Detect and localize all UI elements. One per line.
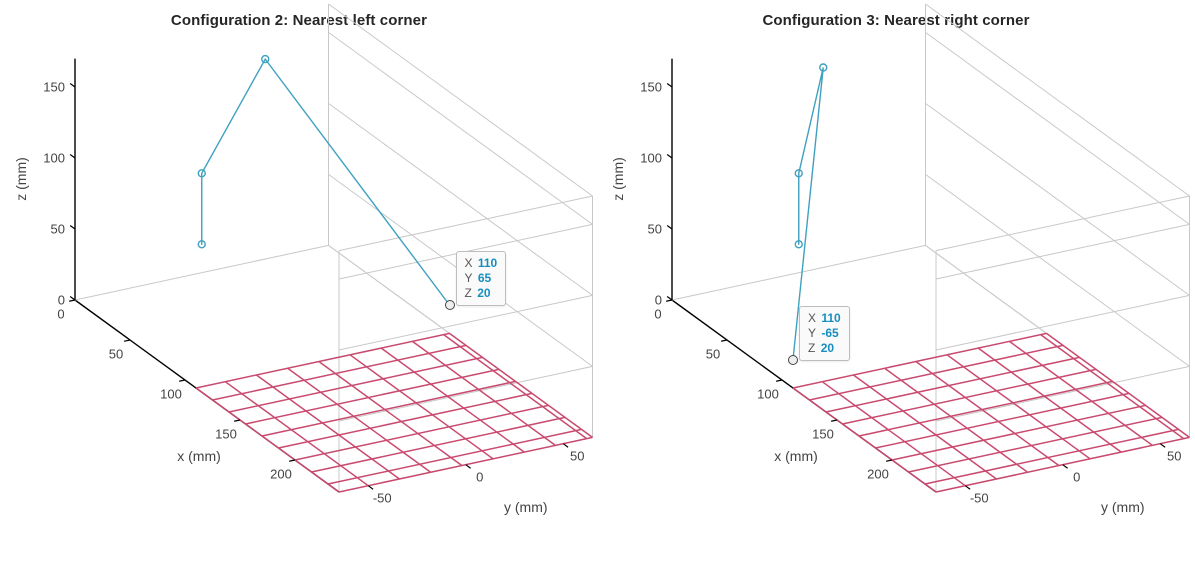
- datatip-marker-right: [788, 355, 798, 365]
- datatip-x: 110: [478, 256, 497, 270]
- axis-label: y (mm): [504, 499, 548, 515]
- tick-label: 0: [476, 469, 483, 484]
- z-axis-label: z (mm): [610, 158, 626, 202]
- tick-label: 0: [57, 307, 64, 322]
- datatip-marker-left: [445, 300, 455, 310]
- tick-label: 0: [655, 293, 662, 308]
- tick-label: 100: [43, 151, 65, 166]
- axes3d-left: [0, 0, 598, 562]
- axis-label: y (mm): [1101, 499, 1145, 515]
- tick-label: 0: [654, 307, 661, 322]
- tick-label: 150: [43, 80, 65, 95]
- tick-label: 0: [1073, 469, 1080, 484]
- datatip-x: 110: [821, 311, 840, 325]
- tick-label: 50: [570, 448, 584, 463]
- figure-canvas: Configuration 2: Nearest left corner 050…: [0, 0, 1195, 562]
- tick-label: 50: [1167, 448, 1181, 463]
- tick-label: 0: [58, 293, 65, 308]
- subplot-right: Configuration 3: Nearest right corner 05…: [597, 0, 1195, 562]
- tick-label: 150: [812, 427, 834, 442]
- subplot-left: Configuration 2: Nearest left corner 050…: [0, 0, 598, 562]
- datatip-y: 65: [478, 271, 491, 285]
- datatip-y: -65: [821, 326, 838, 340]
- datatip-right[interactable]: X 110 Y -65 Z 20: [799, 306, 850, 361]
- tick-label: -50: [373, 490, 392, 505]
- tick-label: 50: [109, 347, 123, 362]
- datatip-z: 20: [477, 286, 490, 300]
- axes3d-right: [597, 0, 1195, 562]
- z-axis-label: z (mm): [13, 158, 29, 202]
- datatip-z: 20: [821, 341, 834, 355]
- axis-label: x (mm): [177, 448, 221, 464]
- tick-label: 100: [160, 387, 182, 402]
- tick-label: 150: [215, 427, 237, 442]
- tick-label: -50: [970, 490, 989, 505]
- tick-label: 50: [648, 222, 662, 237]
- tick-label: 200: [867, 467, 889, 482]
- axis-label: x (mm): [774, 448, 818, 464]
- tick-label: 50: [706, 347, 720, 362]
- tick-label: 200: [270, 467, 292, 482]
- datatip-left[interactable]: X 110 Y 65 Z 20: [456, 251, 507, 306]
- tick-label: 100: [640, 151, 662, 166]
- tick-label: 50: [51, 222, 65, 237]
- tick-label: 100: [757, 387, 779, 402]
- tick-label: 150: [640, 80, 662, 95]
